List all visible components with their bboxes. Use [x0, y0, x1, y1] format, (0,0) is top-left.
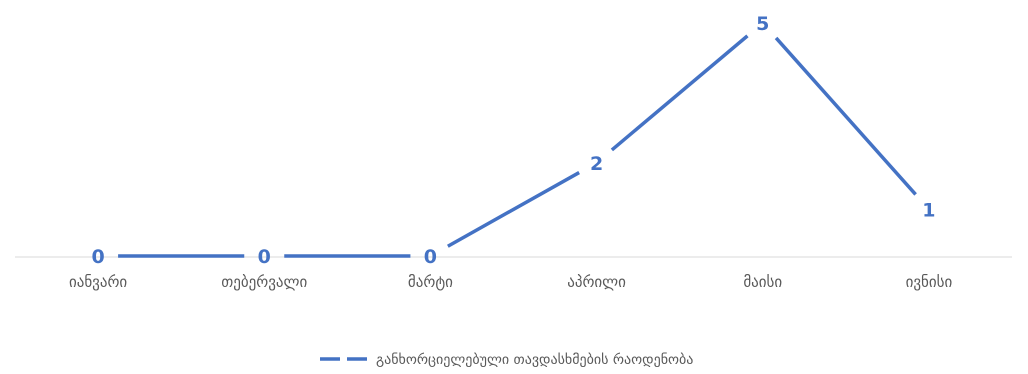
data-label: 1: [922, 199, 935, 221]
x-tick-label: მარტი: [408, 273, 453, 291]
series-line-segment: [774, 36, 917, 196]
x-tick-label: თებერვალი: [221, 273, 307, 291]
x-tick-label: აპრილი: [567, 273, 626, 291]
series-lines: [118, 34, 917, 258]
data-label: 0: [424, 246, 437, 268]
x-tick-label: ივნისი: [906, 273, 953, 291]
legend: განხორციელებული თავდასხმების რაოდენობა: [320, 351, 693, 368]
data-label: 0: [91, 246, 104, 268]
series-line-segment: [447, 171, 580, 248]
x-tick-label: მაისი: [743, 273, 782, 291]
data-label: 0: [258, 246, 271, 268]
x-axis-ticks: იანვარი თებერვალი მარტი აპრილი მაისი ივნისი: [69, 273, 953, 291]
data-labels: 0 0 0 2 5 1: [91, 13, 935, 268]
data-label: 2: [590, 153, 603, 175]
legend-label: განხორციელებული თავდასხმების რაოდენობა: [376, 351, 693, 368]
series-line-segment: [610, 34, 749, 152]
data-label: 5: [756, 13, 769, 35]
x-tick-label: იანვარი: [69, 273, 127, 291]
